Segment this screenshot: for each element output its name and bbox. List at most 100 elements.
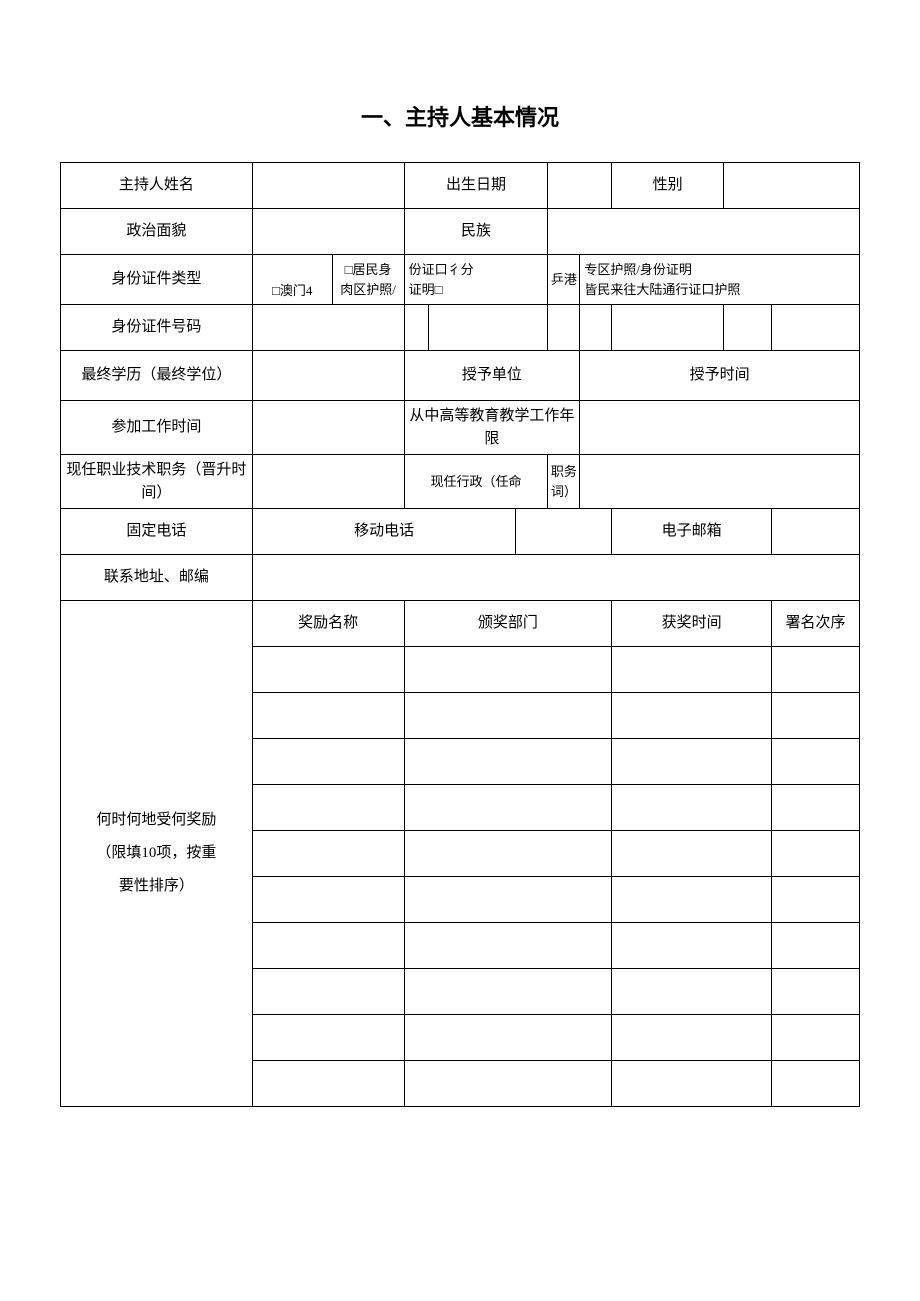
label-awards: 何时何地受何奖励 （限填10项，按重 要性排序） xyxy=(61,601,253,1107)
value-ethnic[interactable] xyxy=(548,209,860,255)
value-edu[interactable] xyxy=(252,351,404,401)
table-row[interactable] xyxy=(252,877,404,923)
idtype-opt3-l1: 份证口彳分 xyxy=(409,260,546,280)
table-row[interactable] xyxy=(404,693,612,739)
table-row[interactable] xyxy=(612,647,772,693)
table-row[interactable] xyxy=(252,647,404,693)
label-email: 电子邮箱 xyxy=(612,509,772,555)
table-row[interactable] xyxy=(772,831,860,877)
label-worktime: 参加工作时间 xyxy=(61,401,253,455)
award-header-time: 获奖时间 xyxy=(612,601,772,647)
form-table: 主持人姓名 出生日期 性别 政治面貌 民族 身份证件类型 □澳门4 □居民身 肉… xyxy=(60,162,860,1107)
value-idnum-2[interactable] xyxy=(404,305,428,351)
table-row[interactable] xyxy=(612,693,772,739)
label-ethnic: 民族 xyxy=(404,209,548,255)
label-birth: 出生日期 xyxy=(404,163,548,209)
value-idnum-5[interactable] xyxy=(580,305,612,351)
value-name[interactable] xyxy=(252,163,404,209)
table-row[interactable] xyxy=(612,923,772,969)
table-row[interactable] xyxy=(252,739,404,785)
table-row[interactable] xyxy=(404,969,612,1015)
label-admin1: 现任行政（任命 xyxy=(404,455,548,509)
label-name: 主持人姓名 xyxy=(61,163,253,209)
table-row[interactable] xyxy=(772,969,860,1015)
mobile-label-inline: 移动电话 xyxy=(354,523,414,539)
table-row[interactable] xyxy=(772,1015,860,1061)
value-mobile[interactable] xyxy=(516,509,612,555)
award-header-dept: 颁奖部门 xyxy=(404,601,612,647)
grant-time-text: 授予时间 xyxy=(690,367,750,383)
table-row[interactable] xyxy=(252,923,404,969)
table-row[interactable] xyxy=(772,923,860,969)
table-row[interactable] xyxy=(612,1061,772,1107)
table-row[interactable] xyxy=(612,1015,772,1061)
table-row[interactable] xyxy=(772,739,860,785)
awards-side-l1: 何时何地受何奖励 xyxy=(63,804,250,837)
value-idnum-4[interactable] xyxy=(548,305,580,351)
idtype-opt1-text: □澳门4 xyxy=(272,283,312,298)
label-admin2: 职务词） xyxy=(548,455,580,509)
table-row[interactable] xyxy=(612,969,772,1015)
table-row[interactable] xyxy=(404,647,612,693)
table-row[interactable] xyxy=(404,785,612,831)
label-grant-time[interactable]: 授予时间 xyxy=(580,351,860,401)
table-row[interactable] xyxy=(404,739,612,785)
label-address: 联系地址、邮编 xyxy=(61,555,253,601)
table-row[interactable] xyxy=(252,785,404,831)
table-row[interactable] xyxy=(404,1015,612,1061)
value-idnum-1[interactable] xyxy=(252,305,404,351)
value-idnum-3[interactable] xyxy=(428,305,548,351)
value-idnum-7[interactable] xyxy=(724,305,772,351)
idtype-opt3[interactable]: 份证口彳分 证明□ xyxy=(404,255,548,305)
table-row[interactable] xyxy=(612,877,772,923)
idtype-opt2[interactable]: □居民身 肉区护照/ xyxy=(332,255,404,305)
idtype-opt5[interactable]: 专区护照/身份证明 皆民来往大陆通行证口护照 xyxy=(580,255,860,305)
value-address[interactable] xyxy=(252,555,859,601)
idtype-opt3-l2: 证明□ xyxy=(409,280,546,300)
table-row[interactable] xyxy=(772,647,860,693)
award-header-rank: 署名次序 xyxy=(772,601,860,647)
table-row[interactable] xyxy=(772,1061,860,1107)
table-row[interactable] xyxy=(252,1015,404,1061)
table-row[interactable] xyxy=(612,739,772,785)
table-row[interactable] xyxy=(252,1061,404,1107)
value-email[interactable] xyxy=(772,509,860,555)
table-row[interactable] xyxy=(404,831,612,877)
table-row[interactable] xyxy=(252,831,404,877)
label-politics: 政治面貌 xyxy=(61,209,253,255)
table-row[interactable] xyxy=(612,785,772,831)
idtype-opt4[interactable]: 乒港 xyxy=(548,255,580,305)
value-gender[interactable] xyxy=(724,163,860,209)
label-grant-unit: 授予单位 xyxy=(404,351,580,401)
awards-side-l3: 要性排序） xyxy=(63,870,250,903)
table-row[interactable] xyxy=(404,923,612,969)
value-tel[interactable]: 移动电话 xyxy=(252,509,516,555)
value-protitle[interactable] xyxy=(252,455,404,509)
value-worktime[interactable] xyxy=(252,401,404,455)
value-politics[interactable] xyxy=(252,209,404,255)
table-row[interactable] xyxy=(772,785,860,831)
table-row[interactable] xyxy=(772,877,860,923)
awards-side-l2: （限填10项，按重 xyxy=(63,837,250,870)
idtype-opt2-l1: □居民身 xyxy=(335,260,402,280)
label-edu: 最终学历（最终学位） xyxy=(61,351,253,401)
table-row[interactable] xyxy=(612,831,772,877)
label-idnum: 身份证件号码 xyxy=(61,305,253,351)
label-idtype: 身份证件类型 xyxy=(61,255,253,305)
label-gender: 性别 xyxy=(612,163,724,209)
value-teachyears[interactable] xyxy=(580,401,860,455)
idtype-opt1[interactable]: □澳门4 xyxy=(252,255,332,305)
value-admin[interactable] xyxy=(580,455,860,509)
value-idnum-6[interactable] xyxy=(612,305,724,351)
table-row[interactable] xyxy=(252,969,404,1015)
table-row[interactable] xyxy=(404,1061,612,1107)
value-idnum-8[interactable] xyxy=(772,305,860,351)
label-protitle: 现任职业技术职务（晋升时间） xyxy=(61,455,253,509)
idtype-opt5-l1: 专区护照/身份证明 xyxy=(584,260,857,280)
idtype-opt2-l2: 肉区护照/ xyxy=(335,280,402,300)
value-birth[interactable] xyxy=(548,163,612,209)
table-row[interactable] xyxy=(404,877,612,923)
table-row[interactable] xyxy=(252,693,404,739)
table-row[interactable] xyxy=(772,693,860,739)
award-header-name: 奖励名称 xyxy=(252,601,404,647)
